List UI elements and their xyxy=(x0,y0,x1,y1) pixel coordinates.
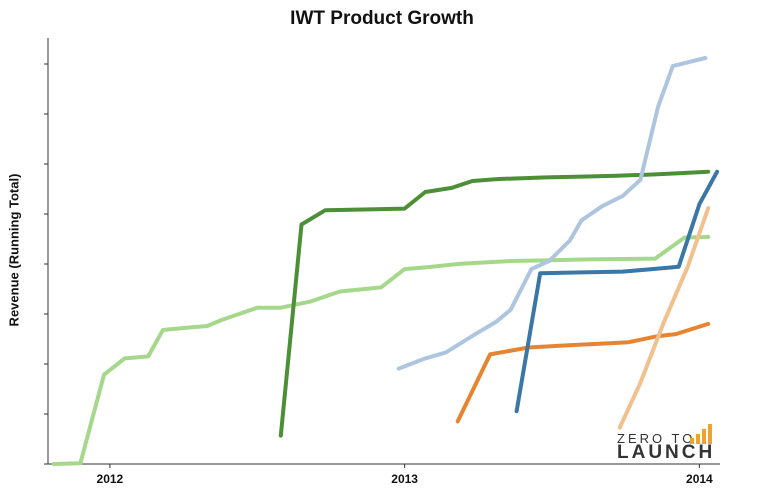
series-line-1 xyxy=(51,235,711,466)
logo-text-top: ZERO TO xyxy=(617,431,696,446)
series-line-6 xyxy=(617,206,711,430)
logo-bar xyxy=(696,434,700,444)
series-line-4 xyxy=(455,321,711,424)
logo-bar xyxy=(702,429,706,444)
series-line-2 xyxy=(278,169,711,438)
x-tick-label: 2012 xyxy=(97,472,124,486)
x-tick-label: 2013 xyxy=(391,472,418,486)
chart-title: IWT Product Growth xyxy=(290,8,474,29)
y-ticks xyxy=(44,63,48,465)
x-ticks: 2012 2013 2014 xyxy=(97,464,713,486)
x-tick-label: 2014 xyxy=(686,472,713,486)
series-line-3 xyxy=(396,56,708,371)
logo-text-bottom: LAUNCH xyxy=(617,442,716,463)
series-line-5 xyxy=(514,169,720,414)
series-group xyxy=(51,56,720,466)
logo-bars-icon xyxy=(690,424,712,444)
logo-bar xyxy=(708,424,712,444)
logo-bar xyxy=(690,438,694,444)
